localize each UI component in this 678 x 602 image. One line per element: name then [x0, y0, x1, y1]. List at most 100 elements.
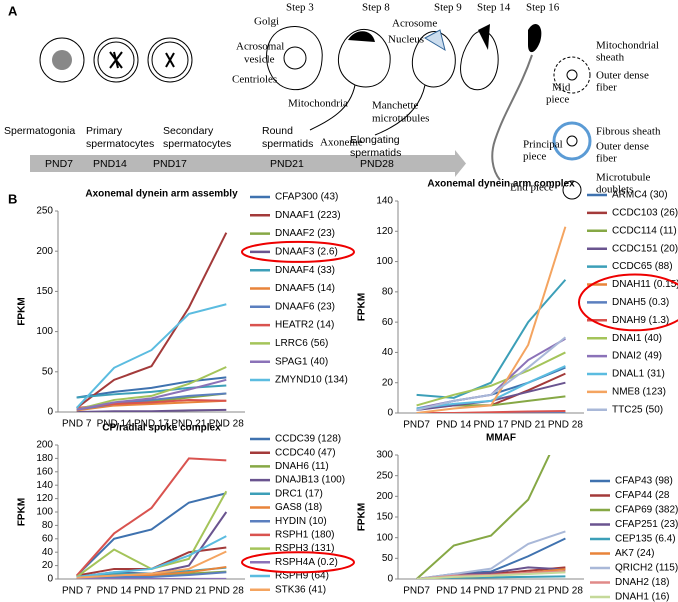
nucleus: [151, 41, 189, 79]
series-line: [75, 492, 227, 577]
cross-section: [566, 135, 578, 147]
acrosome: [348, 31, 375, 42]
legend-label: DNAAF4 (33): [275, 265, 335, 276]
y-tick-label: 80: [382, 286, 394, 297]
series-line: [75, 457, 227, 577]
y-tick-label: 0: [47, 574, 53, 585]
y-tick-label: 180: [36, 453, 53, 464]
chart-title: Axonemal dynein arm assembly: [85, 189, 238, 200]
y-tick-label: 250: [376, 470, 393, 481]
x-tick-label: PND 14: [436, 420, 471, 431]
y-tick-label: 200: [36, 440, 53, 451]
plot-area: [75, 457, 228, 579]
annotation: piece: [546, 94, 569, 106]
series-line: [416, 337, 566, 410]
chart: CP/radial spoke complex FPKM 0 20 40 60 80 100 1…: [17, 423, 355, 597]
cross-section: [562, 180, 582, 200]
annotation: fiber: [596, 82, 617, 94]
annotation: microtubules: [372, 113, 429, 125]
legend-label: DNAAF6 (23): [275, 301, 335, 312]
x-tick-label: PND 21: [511, 586, 546, 597]
chart-title: MMAF: [486, 433, 516, 444]
series-line: [75, 303, 227, 409]
annotation: Mid: [552, 82, 571, 94]
y-tick-label: 100: [36, 326, 53, 337]
legend-label: NME8 (123): [612, 387, 666, 398]
legend-label: DNAAF1 (223): [275, 210, 341, 221]
legend-label: LRRC6 (56): [275, 338, 328, 349]
y-tick-label: 0: [387, 408, 393, 419]
y-tick-label: 140: [376, 196, 393, 207]
y-tick-label: 100: [36, 507, 53, 518]
series-line: [76, 376, 227, 399]
stage: Primary: [86, 125, 123, 137]
chromosomes: [165, 52, 175, 68]
step: Step 14: [477, 2, 511, 14]
y-tick-label: 160: [36, 466, 53, 477]
stage: spermatocytes: [163, 138, 231, 150]
x-tick-label: PND 21: [171, 419, 206, 430]
y-tick-label: 200: [376, 491, 393, 502]
series-line: [76, 232, 228, 409]
legend-label: CFAP43 (98): [615, 476, 673, 487]
y-tick-label: 200: [36, 246, 53, 257]
timeline-label: PND17: [153, 158, 187, 170]
series-line: [416, 365, 566, 410]
x-tick-label: PND 28: [209, 419, 244, 430]
legend-label: RSPH4A (0.2): [275, 557, 338, 568]
y-axis-label: FPKM: [357, 503, 368, 531]
annotation: Axoneme: [320, 137, 363, 149]
annotation: Golgi: [254, 16, 279, 28]
y-tick-label: 20: [382, 377, 394, 388]
x-tick-label: PND 7: [62, 586, 92, 597]
x-tick-label: PND 14: [97, 586, 132, 597]
x-tick-label: PND 21: [511, 420, 546, 431]
chart: Axonemal dynein arm complex FPKM 0 20 40 60 80…: [357, 179, 678, 431]
series-line: [76, 408, 227, 412]
series-line: [416, 226, 567, 413]
y-tick-label: 100: [376, 256, 393, 267]
annotation: Principal: [523, 139, 563, 151]
y-tick-label: 250: [36, 206, 53, 217]
cross-section: [552, 121, 592, 161]
legend-label: DNAH6 (11): [275, 461, 329, 472]
sperm-tail: [491, 54, 533, 181]
series-line: [76, 378, 227, 411]
chart-title: CP/radial spoke complex: [102, 423, 221, 434]
x-tick-label: PND 17: [473, 586, 508, 597]
x-tick-label: PND7: [403, 420, 430, 431]
stage: spermatocytes: [86, 138, 154, 150]
legend-label: CCDC114 (11): [612, 225, 677, 236]
tail: [374, 84, 426, 136]
annotation: Mitochondria: [288, 98, 348, 110]
annotation: vesicle: [244, 54, 275, 66]
legend-label: DNAAF2 (23): [275, 228, 335, 239]
stage: Round: [262, 125, 293, 137]
highlight-ellipse: [241, 240, 355, 263]
legend-label: ARMC4 (30): [612, 190, 668, 201]
legend-label: CFAP44 (28: [615, 490, 670, 501]
y-axis-label: FPKM: [17, 297, 28, 325]
legend-label: HYDIN (10): [275, 516, 327, 527]
legend-label: AK7 (24): [615, 548, 654, 559]
legend-label: DNAAF5 (14): [275, 283, 335, 294]
x-tick-label: PND 17: [134, 586, 169, 597]
chart-title: Axonemal dynein arm complex: [427, 179, 575, 190]
series-line: [76, 366, 227, 411]
x-tick-label: PND 21: [171, 586, 206, 597]
step: Step 3: [286, 2, 314, 14]
annotation: Centrioles: [232, 74, 277, 86]
panel-a: A B Step 3 Step 8 Step 9 Step 14 Step 16: [4, 2, 661, 207]
step: Step 8: [362, 2, 390, 14]
timeline-label: PND21: [270, 158, 304, 170]
panel-label: B: [8, 191, 17, 206]
legend-label: TTC25 (50): [612, 404, 663, 415]
legend-label: DNAI1 (40): [612, 333, 662, 344]
legend-label: CCDC151 (20): [612, 243, 678, 254]
nucleus: [423, 29, 446, 52]
sperm-head: [528, 23, 542, 53]
x-tick-label: PND 14: [97, 419, 132, 430]
series-line: [76, 511, 228, 578]
panel-label: A: [8, 3, 18, 18]
